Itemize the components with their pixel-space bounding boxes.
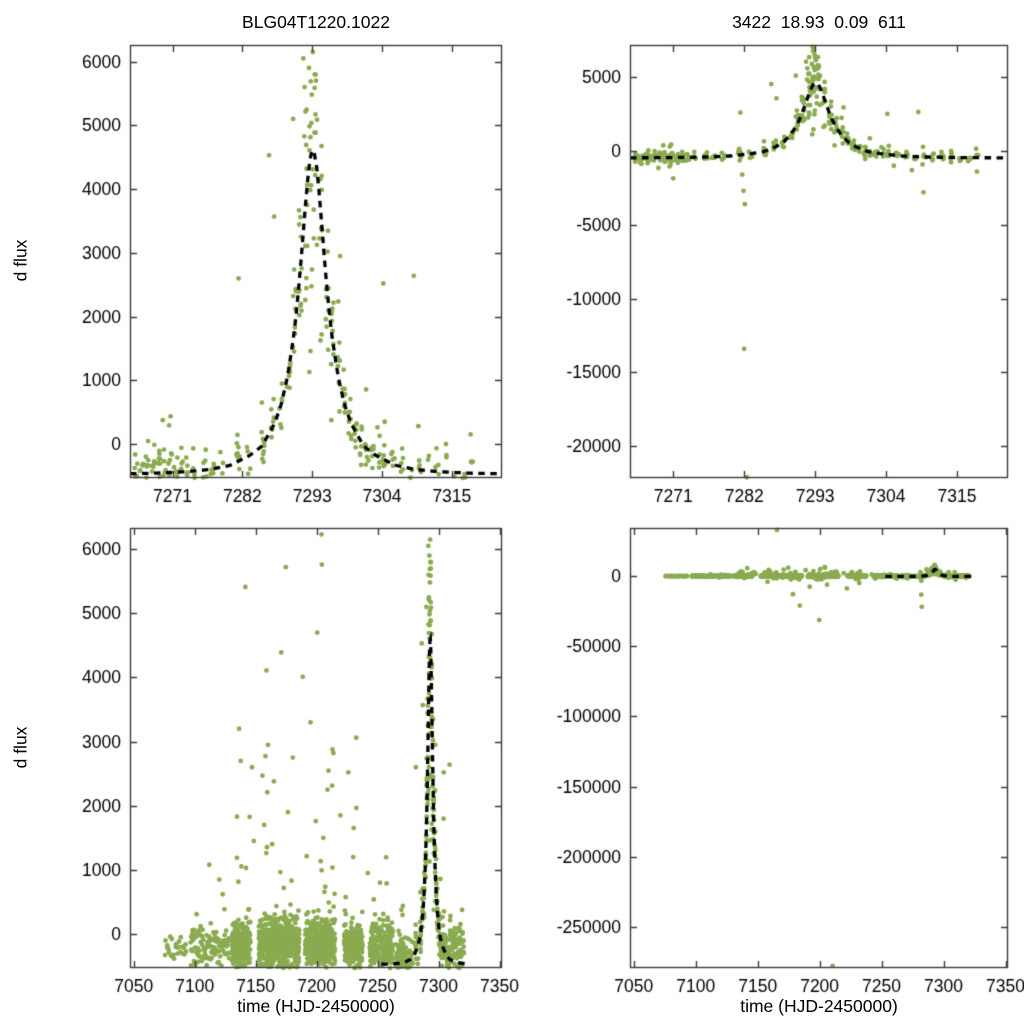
x-axis-label-right: time (HJD-2450000) <box>740 996 898 1016</box>
x-axis-label-left: time (HJD-2450000) <box>237 996 395 1016</box>
y-axis-label-bottom: d flux <box>10 726 31 769</box>
y-axis-label-top: d flux <box>10 239 31 282</box>
panel-title-left: BLG04T1220.1022 <box>242 12 390 32</box>
panel-title-right: 3422 18.93 0.09 611 <box>732 12 906 32</box>
